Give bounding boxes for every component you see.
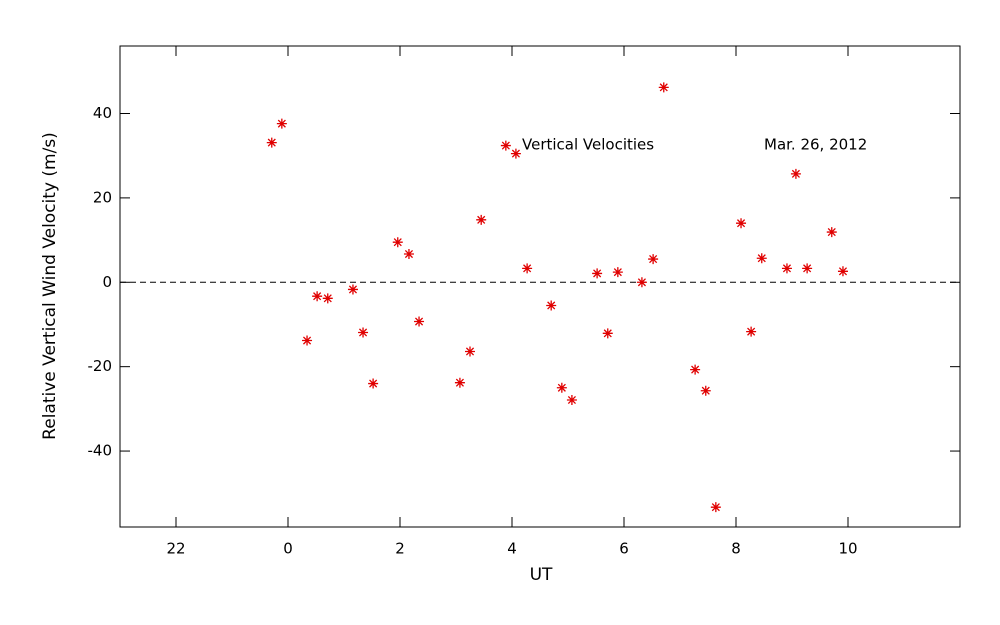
data-point (510, 148, 521, 159)
data-point (403, 249, 414, 260)
data-point (347, 284, 358, 295)
annotation: Mar. 26, 2012 (764, 136, 867, 154)
data-point (414, 316, 425, 327)
x-tick-label: 22 (166, 540, 185, 558)
data-point (454, 377, 465, 388)
y-tick-label: 0 (102, 273, 112, 291)
data-point (710, 502, 721, 513)
data-point (276, 118, 287, 129)
data-point (392, 237, 403, 248)
x-tick-label: 10 (838, 540, 857, 558)
data-point (266, 137, 277, 148)
data-point (781, 263, 792, 274)
annotation: Vertical Velocities (522, 136, 654, 154)
data-point (837, 266, 848, 277)
data-point (500, 140, 511, 151)
data-point (700, 385, 711, 396)
y-tick-label: 40 (93, 104, 112, 122)
data-point (368, 378, 379, 389)
data-point (476, 214, 487, 225)
data-point (746, 326, 757, 337)
data-point (312, 291, 323, 302)
data-point (592, 268, 603, 279)
data-point (756, 253, 767, 264)
data-point (636, 277, 647, 288)
data-point (602, 328, 613, 339)
y-axis-title: Relative Vertical Wind Velocity (m/s) (40, 132, 60, 440)
x-tick-label: 2 (395, 540, 405, 558)
data-point (802, 263, 813, 274)
y-tick-label: -20 (88, 357, 113, 375)
data-point (302, 335, 313, 346)
data-point (736, 218, 747, 229)
data-point (690, 364, 701, 375)
x-tick-label: 0 (283, 540, 293, 558)
data-point (358, 327, 369, 338)
x-tick-label: 6 (619, 540, 629, 558)
data-point (790, 168, 801, 179)
data-point (566, 394, 577, 405)
y-tick-label: 20 (93, 188, 112, 206)
data-point (546, 300, 557, 311)
data-point (556, 382, 567, 393)
y-tick-label: -40 (88, 442, 113, 460)
plot-frame (119, 45, 961, 528)
x-tick-label: 8 (731, 540, 741, 558)
data-point (826, 227, 837, 238)
x-tick-label: 4 (507, 540, 517, 558)
data-point (612, 267, 623, 278)
data-point (658, 82, 669, 93)
data-point (648, 254, 659, 265)
x-axis-title: UT (530, 565, 553, 585)
data-point (322, 293, 333, 304)
data-point (465, 346, 475, 357)
data-point (522, 263, 533, 274)
